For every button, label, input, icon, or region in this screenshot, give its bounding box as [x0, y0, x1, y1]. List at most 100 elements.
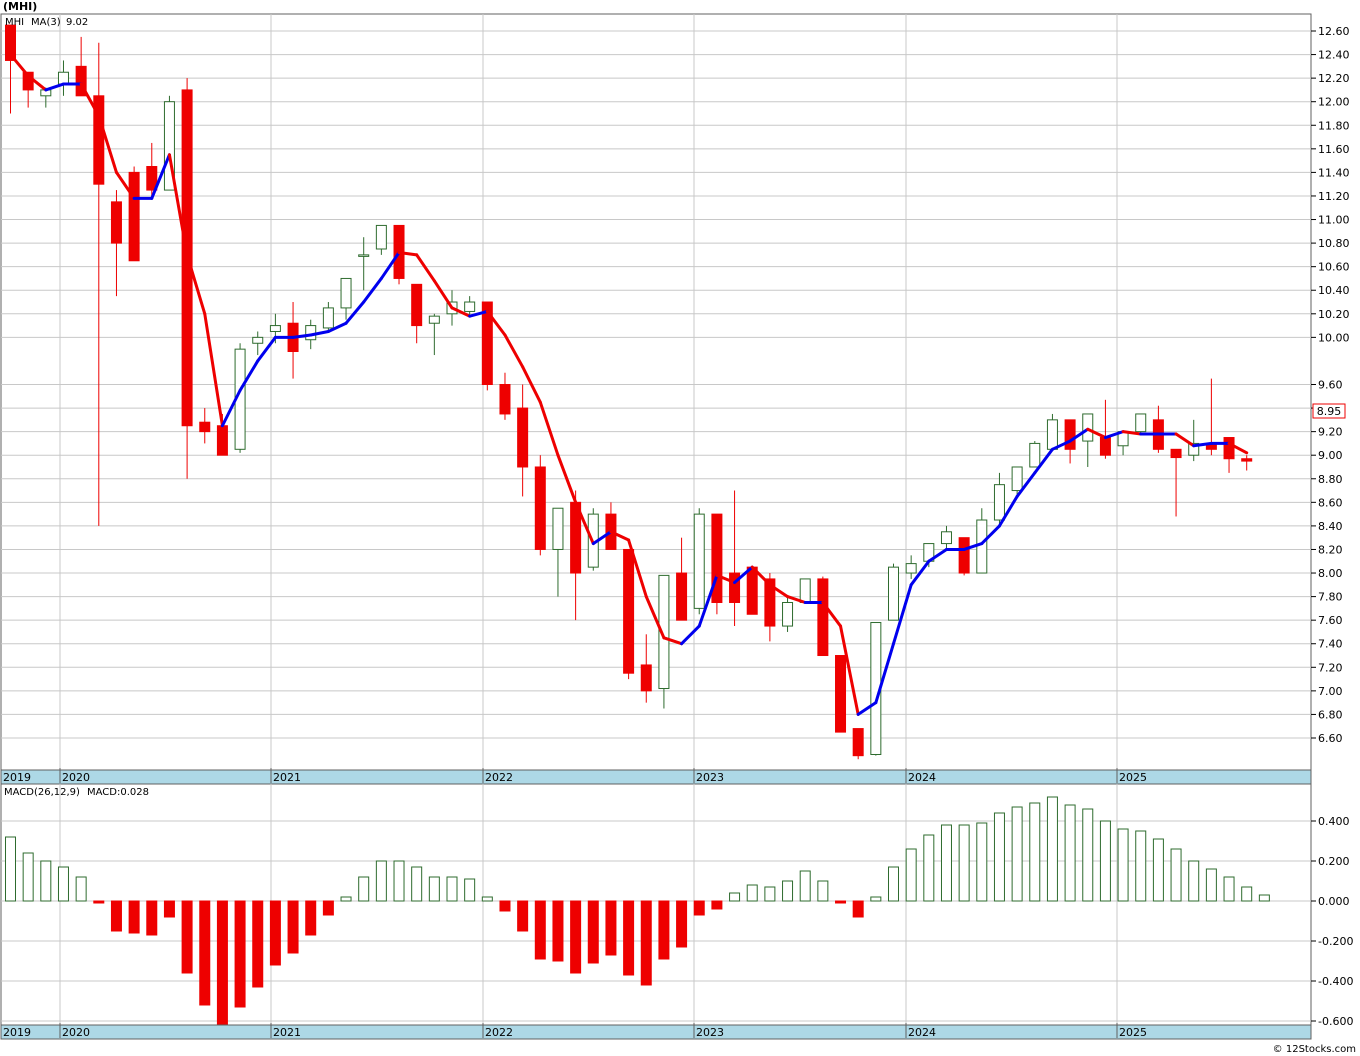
- ma-segment: [503, 333, 525, 369]
- candle-body-up: [552, 507, 564, 550]
- candle: [852, 728, 864, 760]
- macd-bar-positive: [1082, 808, 1094, 902]
- candle: [534, 455, 546, 556]
- candle-body-down: [75, 65, 87, 97]
- candle-body-down: [835, 655, 847, 733]
- price-tick-label: 12.40: [1318, 49, 1350, 62]
- macd-bar-positive: [5, 836, 16, 902]
- price-tick-label: 8.20: [1318, 543, 1343, 556]
- price-year-label: 2023: [696, 771, 724, 784]
- price-year-label: 2019: [3, 771, 31, 784]
- ma-segment: [733, 565, 754, 584]
- candle-body-up: [782, 601, 794, 627]
- price-time-axis: 2019 2020 2021 2022 2023 2024 2025: [0, 768, 1147, 784]
- macd-bar-positive: [1099, 820, 1111, 902]
- macd-bar-positive: [40, 860, 52, 902]
- candle: [799, 578, 811, 603]
- macd-bar-negative: [587, 900, 599, 964]
- macd-bar-negative: [234, 900, 246, 1008]
- candle: [993, 472, 1005, 526]
- macd-title: MACD(26,12,9): [4, 787, 80, 798]
- candle-body-up: [1029, 442, 1041, 468]
- candle: [746, 566, 758, 615]
- ma-segment: [1121, 430, 1143, 436]
- candle: [658, 574, 670, 709]
- macd-tick-label: 0.400: [1318, 815, 1350, 828]
- candle: [340, 277, 352, 320]
- macd-bar-negative: [499, 900, 511, 912]
- candle-body-down: [676, 572, 688, 621]
- candle: [128, 166, 140, 262]
- ma-segment: [591, 530, 613, 546]
- macd-bar-negative: [517, 900, 529, 932]
- macd-bar-negative: [146, 900, 158, 936]
- macd-bar-negative: [852, 900, 864, 918]
- candle: [552, 507, 564, 597]
- legend-ma-label: MA(3): [31, 17, 61, 28]
- macd-bar-positive: [340, 896, 352, 902]
- ma-segment: [627, 538, 648, 599]
- price-tick-label: 11.00: [1318, 214, 1350, 227]
- macd-bar-negative: [711, 900, 723, 910]
- candle-body-down: [746, 566, 758, 615]
- macd-tick-label: -0.600: [1318, 1015, 1353, 1028]
- macd-year-label: 2023: [696, 1026, 724, 1039]
- ma-segment: [1033, 447, 1054, 475]
- price-tick-label: 9.00: [1318, 449, 1343, 462]
- candle: [888, 563, 899, 621]
- ma-segment: [220, 388, 242, 428]
- price-tick-label: 10.80: [1318, 237, 1350, 250]
- ma-segment: [874, 642, 895, 705]
- macd-bar-negative: [570, 900, 582, 974]
- candle: [146, 142, 158, 196]
- candle: [782, 596, 794, 632]
- candle: [905, 555, 917, 579]
- macd-time-axis: 2019 2020 2021 2022 2023 2024 2025: [0, 1023, 1147, 1039]
- price-tick-label: 11.20: [1318, 190, 1350, 203]
- price-tick-label: 10.00: [1318, 331, 1350, 344]
- candle-body-down: [110, 201, 122, 244]
- ma-segment: [415, 253, 436, 283]
- macd-bar-positive: [993, 812, 1005, 902]
- macd-bar-positive: [729, 892, 741, 902]
- candle: [252, 331, 264, 356]
- macd-year-label: 2019: [3, 1026, 31, 1039]
- ma-segment: [238, 359, 260, 392]
- ma-segment: [397, 251, 419, 257]
- candle: [163, 95, 175, 191]
- price-year-label: 2025: [1119, 771, 1147, 784]
- price-time-axis-band: [0, 769, 1312, 785]
- macd-value-label: MACD:0.028: [87, 787, 149, 798]
- macd-bar-negative: [640, 900, 652, 986]
- ma-segment: [79, 82, 101, 118]
- candle: [358, 237, 370, 291]
- ma-segment: [839, 624, 860, 716]
- ma-segment: [432, 279, 454, 310]
- macd-bar-negative: [252, 900, 264, 988]
- candle-body-up: [693, 513, 705, 609]
- candle-body-down: [411, 283, 423, 327]
- price-tick-label: 10.60: [1318, 261, 1350, 274]
- macd-year-label: 2025: [1119, 1026, 1147, 1039]
- macd-bar-positive: [411, 866, 423, 902]
- candle: [5, 24, 16, 114]
- candle: [940, 525, 952, 550]
- macd-bar-positive: [1241, 886, 1253, 902]
- ma-segment: [609, 530, 631, 542]
- legend-symbol: MHI: [5, 17, 24, 28]
- price-tick-label: 8.80: [1318, 473, 1343, 486]
- macd-bar-positive: [481, 896, 493, 902]
- candle-body-up: [1011, 466, 1023, 492]
- macd-bar-negative: [287, 900, 299, 954]
- candle-body-down: [93, 95, 105, 185]
- candle: [676, 537, 688, 621]
- candle: [110, 190, 122, 297]
- price-year-label: 2022: [485, 771, 513, 784]
- macd-bar-positive: [782, 880, 794, 902]
- macd-bar-positive: [958, 824, 970, 902]
- ma-segment: [326, 321, 348, 333]
- macd-bar-negative: [269, 900, 281, 966]
- macd-bar-positive: [799, 870, 811, 902]
- ma-segment: [291, 333, 313, 339]
- macd-bar-positive: [923, 834, 935, 902]
